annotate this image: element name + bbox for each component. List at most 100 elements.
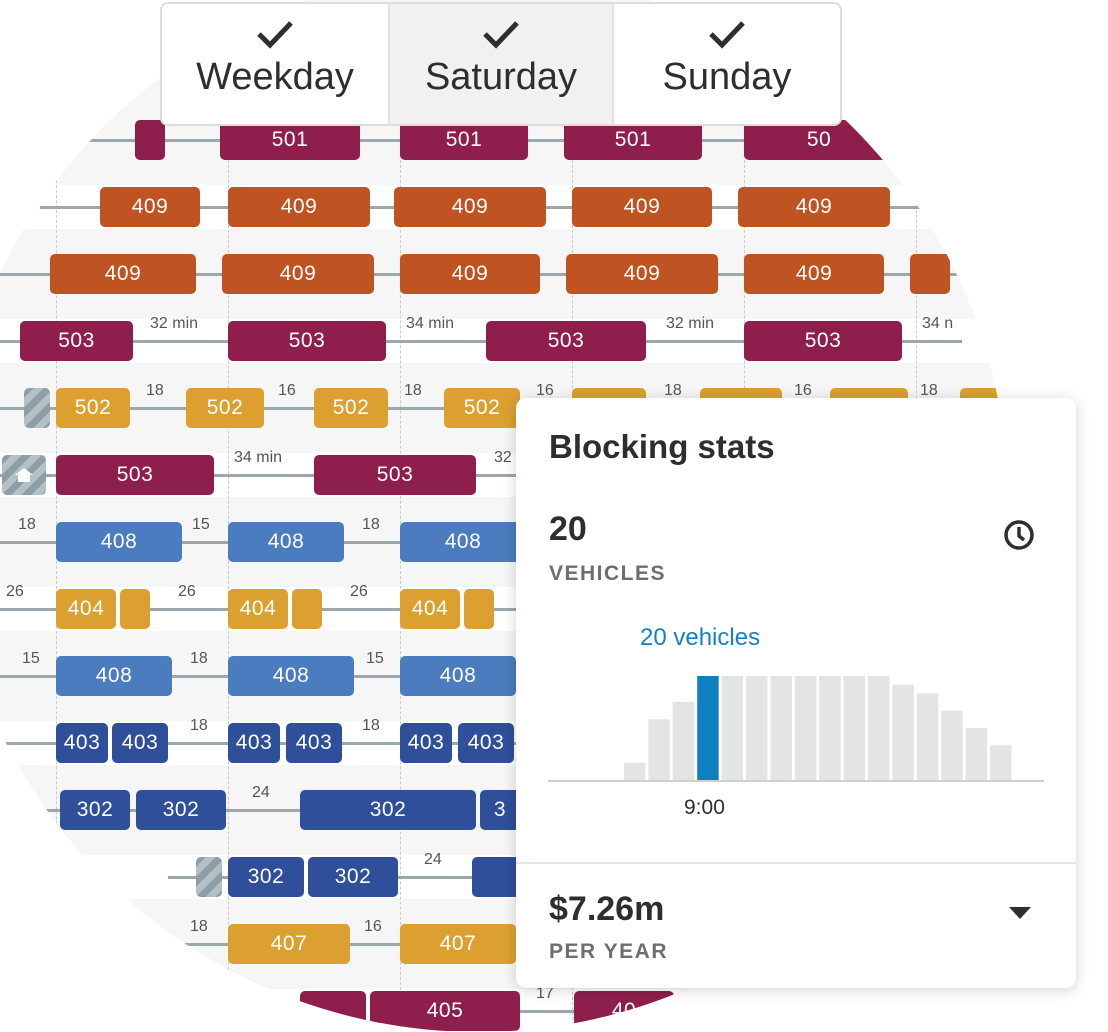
histogram-bar[interactable] xyxy=(868,676,890,780)
schedule-block[interactable]: 409 xyxy=(228,187,370,227)
block-connector xyxy=(342,742,400,745)
schedule-block[interactable] xyxy=(120,589,150,629)
block-connector xyxy=(452,742,458,745)
schedule-block[interactable]: 503 xyxy=(20,321,133,361)
block-connector xyxy=(168,742,228,745)
histogram-bar[interactable] xyxy=(746,676,768,780)
gap-label: 16 xyxy=(364,918,382,935)
block-connector xyxy=(950,273,1008,276)
block-connector xyxy=(674,1010,734,1013)
schedule-block[interactable]: 503 xyxy=(314,455,476,495)
histogram-bar[interactable] xyxy=(697,676,719,780)
histogram-bar[interactable] xyxy=(624,762,646,780)
histogram-bar[interactable] xyxy=(794,676,817,780)
vehicle-histogram[interactable] xyxy=(546,668,1046,784)
histogram-bar[interactable] xyxy=(672,702,695,780)
schedule-block[interactable]: 403 xyxy=(286,723,342,763)
schedule-block[interactable]: 503 xyxy=(486,321,646,361)
schedule-block[interactable]: 408 xyxy=(228,656,354,696)
tab-saturday[interactable]: Saturday xyxy=(390,4,614,124)
block-connector xyxy=(0,608,56,611)
schedule-block[interactable]: 302 xyxy=(136,790,226,830)
schedule-block[interactable] xyxy=(292,589,322,629)
histogram-bar[interactable] xyxy=(770,676,792,780)
block-connector xyxy=(0,340,20,343)
tab-sunday[interactable]: Sunday xyxy=(614,4,840,124)
histogram-bar[interactable] xyxy=(990,745,1012,780)
schedule-block[interactable]: 3 xyxy=(480,790,520,830)
schedule-block[interactable]: 409 xyxy=(744,254,884,294)
schedule-block[interactable]: 404 xyxy=(56,589,116,629)
schedule-block[interactable]: 302 xyxy=(60,790,130,830)
schedule-block[interactable]: 408 xyxy=(400,656,516,696)
schedule-block[interactable]: 501 xyxy=(400,120,528,160)
schedule-block[interactable]: 40 xyxy=(574,991,674,1031)
card-divider xyxy=(516,862,1076,864)
schedule-block[interactable] xyxy=(135,120,165,160)
schedule-block[interactable]: 409 xyxy=(400,254,540,294)
gap-label: 17 xyxy=(536,985,554,1002)
clock-icon[interactable] xyxy=(1002,518,1036,552)
schedule-block[interactable]: 409 xyxy=(222,254,374,294)
blocking-stats-card: Blocking stats 20 VEHICLES 20 vehicles 9… xyxy=(516,398,1076,988)
schedule-block[interactable]: 503 xyxy=(228,321,386,361)
schedule-block[interactable]: 408 xyxy=(400,522,526,562)
histogram-bar[interactable] xyxy=(892,684,914,780)
schedule-block[interactable] xyxy=(472,857,522,897)
schedule-block[interactable]: 403 xyxy=(228,723,280,763)
caret-down-icon[interactable] xyxy=(1008,906,1032,920)
schedule-block[interactable]: 409 xyxy=(738,187,890,227)
schedule-block[interactable]: 407 xyxy=(400,924,516,964)
schedule-block[interactable]: 408 xyxy=(56,656,172,696)
tab-weekday[interactable]: Weekday xyxy=(162,4,390,124)
schedule-block[interactable]: 409 xyxy=(50,254,196,294)
tab-label: Sunday xyxy=(662,56,792,98)
schedule-block[interactable]: 502 xyxy=(314,388,388,428)
histogram-bar[interactable] xyxy=(941,710,963,780)
schedule-block[interactable]: 404 xyxy=(228,589,288,629)
schedule-block[interactable]: 407 xyxy=(228,924,350,964)
block-connector xyxy=(182,541,228,544)
schedule-block[interactable]: 403 xyxy=(112,723,168,763)
schedule-block[interactable]: 403 xyxy=(56,723,108,763)
gap-label: 18 xyxy=(190,717,208,734)
schedule-block[interactable]: 408 xyxy=(56,522,182,562)
schedule-block[interactable]: 409 xyxy=(572,187,712,227)
schedule-block[interactable] xyxy=(300,991,366,1031)
schedule-block[interactable]: 403 xyxy=(458,723,514,763)
schedule-block[interactable]: 50 xyxy=(744,120,894,160)
histogram-bar[interactable] xyxy=(916,693,939,780)
schedule-block[interactable]: 409 xyxy=(566,254,718,294)
histogram-bar[interactable] xyxy=(843,676,866,780)
schedule-block[interactable]: 502 xyxy=(186,388,264,428)
schedule-block[interactable]: 501 xyxy=(220,120,360,160)
histogram-bar[interactable] xyxy=(721,676,744,780)
histogram-bar[interactable] xyxy=(819,676,841,780)
schedule-block[interactable]: 501 xyxy=(564,120,702,160)
schedule-block[interactable]: 502 xyxy=(444,388,520,428)
schedule-block[interactable]: 404 xyxy=(400,589,460,629)
cost-label: PER YEAR xyxy=(549,940,668,963)
schedule-block[interactable]: 408 xyxy=(228,522,344,562)
schedule-block[interactable]: 503 xyxy=(744,321,902,361)
gap-label: 26 xyxy=(350,583,368,600)
schedule-block[interactable]: 302 xyxy=(300,790,476,830)
schedule-block[interactable]: 405 xyxy=(370,991,520,1031)
block-connector xyxy=(240,1010,300,1013)
block-connector xyxy=(322,608,400,611)
schedule-block[interactable] xyxy=(910,254,950,294)
deadhead-block xyxy=(24,388,50,428)
schedule-block[interactable]: 409 xyxy=(100,187,200,227)
schedule-block[interactable] xyxy=(464,589,494,629)
schedule-block[interactable]: 403 xyxy=(400,723,452,763)
histogram-bar[interactable] xyxy=(648,719,670,780)
gap-label: 16 xyxy=(794,382,812,399)
histogram-bar[interactable] xyxy=(965,728,988,780)
schedule-block[interactable]: 409 xyxy=(394,187,546,227)
schedule-block[interactable]: 502 xyxy=(56,388,130,428)
vehicles-label: VEHICLES xyxy=(549,562,667,585)
schedule-block[interactable]: 302 xyxy=(228,857,304,897)
block-connector xyxy=(130,809,136,812)
schedule-block[interactable]: 503 xyxy=(56,455,214,495)
schedule-block[interactable]: 302 xyxy=(308,857,398,897)
